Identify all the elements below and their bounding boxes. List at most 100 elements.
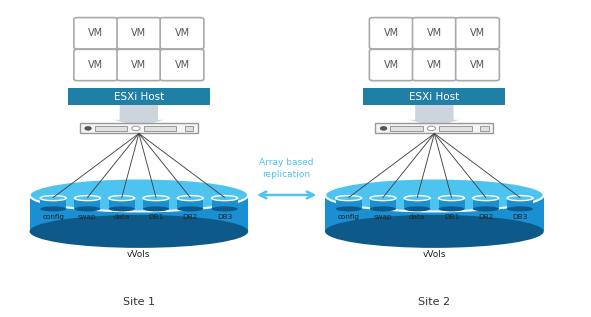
Text: config: config [337,214,360,220]
Text: VM: VM [384,28,399,38]
Bar [473,198,499,209]
Text: DB2: DB2 [478,214,493,220]
FancyBboxPatch shape [456,49,499,81]
Text: DB2: DB2 [183,214,198,220]
Ellipse shape [177,206,203,211]
Text: VM: VM [88,28,103,38]
FancyBboxPatch shape [369,17,413,49]
FancyArrow shape [113,105,164,127]
Bar [439,126,472,131]
Text: VM: VM [427,60,442,70]
Bar [325,195,544,231]
Text: VM: VM [174,28,190,38]
Text: swap: swap [78,214,97,220]
Ellipse shape [40,196,66,201]
Bar [68,88,210,105]
Ellipse shape [212,206,238,211]
Ellipse shape [473,206,499,211]
Ellipse shape [439,196,465,201]
Text: VM: VM [131,28,147,38]
Bar [375,123,493,133]
Text: ESXi Host: ESXi Host [113,92,164,102]
Ellipse shape [507,206,533,211]
Ellipse shape [212,196,238,201]
Text: VM: VM [470,28,485,38]
Ellipse shape [325,215,544,248]
FancyBboxPatch shape [117,17,161,49]
Bar [95,126,127,131]
FancyBboxPatch shape [369,49,413,81]
Ellipse shape [370,206,396,211]
Bar [30,195,248,231]
Text: DB1: DB1 [148,214,164,220]
Ellipse shape [143,196,169,201]
Ellipse shape [325,178,544,211]
Ellipse shape [30,178,248,211]
Ellipse shape [109,196,135,201]
Bar [363,88,505,105]
FancyBboxPatch shape [413,17,456,49]
Text: config: config [42,214,64,220]
Ellipse shape [336,206,362,211]
FancyBboxPatch shape [413,49,456,81]
Bar [143,198,169,209]
Bar [480,126,489,131]
Circle shape [132,126,140,131]
Text: DB3: DB3 [217,214,232,220]
FancyBboxPatch shape [160,17,204,49]
Ellipse shape [74,196,100,201]
Bar [185,126,193,131]
Text: Array based
replication: Array based replication [259,158,314,179]
Bar [439,198,465,209]
FancyBboxPatch shape [74,49,118,81]
Bar [404,198,430,209]
Text: swap: swap [374,214,392,220]
Ellipse shape [30,215,248,248]
Bar [74,198,100,209]
Ellipse shape [404,206,430,211]
Ellipse shape [336,196,362,201]
Ellipse shape [109,206,135,211]
Ellipse shape [473,196,499,201]
Text: VM: VM [131,60,147,70]
Ellipse shape [74,206,100,211]
Text: VM: VM [427,28,442,38]
Text: data: data [113,214,130,220]
Ellipse shape [143,206,169,211]
Text: VM: VM [88,60,103,70]
FancyBboxPatch shape [456,17,499,49]
Bar [177,198,203,209]
Bar [370,198,396,209]
Ellipse shape [177,196,203,201]
Text: Site 1: Site 1 [123,297,155,307]
FancyBboxPatch shape [160,49,204,81]
Text: VM: VM [470,60,485,70]
Text: ESXi Host: ESXi Host [409,92,460,102]
Ellipse shape [439,206,465,211]
Ellipse shape [404,196,430,201]
Text: DB1: DB1 [444,214,459,220]
Text: Site 2: Site 2 [418,297,450,307]
Circle shape [85,127,91,130]
Text: vVols: vVols [127,250,151,259]
Circle shape [381,127,387,130]
Bar [80,123,198,133]
Bar [507,198,533,209]
Text: VM: VM [174,60,190,70]
Bar [109,198,135,209]
Bar [336,198,362,209]
Bar [144,126,176,131]
Text: VM: VM [384,60,399,70]
FancyArrow shape [409,105,460,127]
Bar [212,198,238,209]
Text: vVols: vVols [423,250,446,259]
Ellipse shape [370,196,396,201]
Text: DB3: DB3 [512,214,528,220]
Text: data: data [409,214,426,220]
FancyBboxPatch shape [74,17,118,49]
Ellipse shape [40,206,66,211]
Bar [40,198,66,209]
FancyBboxPatch shape [117,49,161,81]
Circle shape [427,126,436,131]
Bar [390,126,423,131]
